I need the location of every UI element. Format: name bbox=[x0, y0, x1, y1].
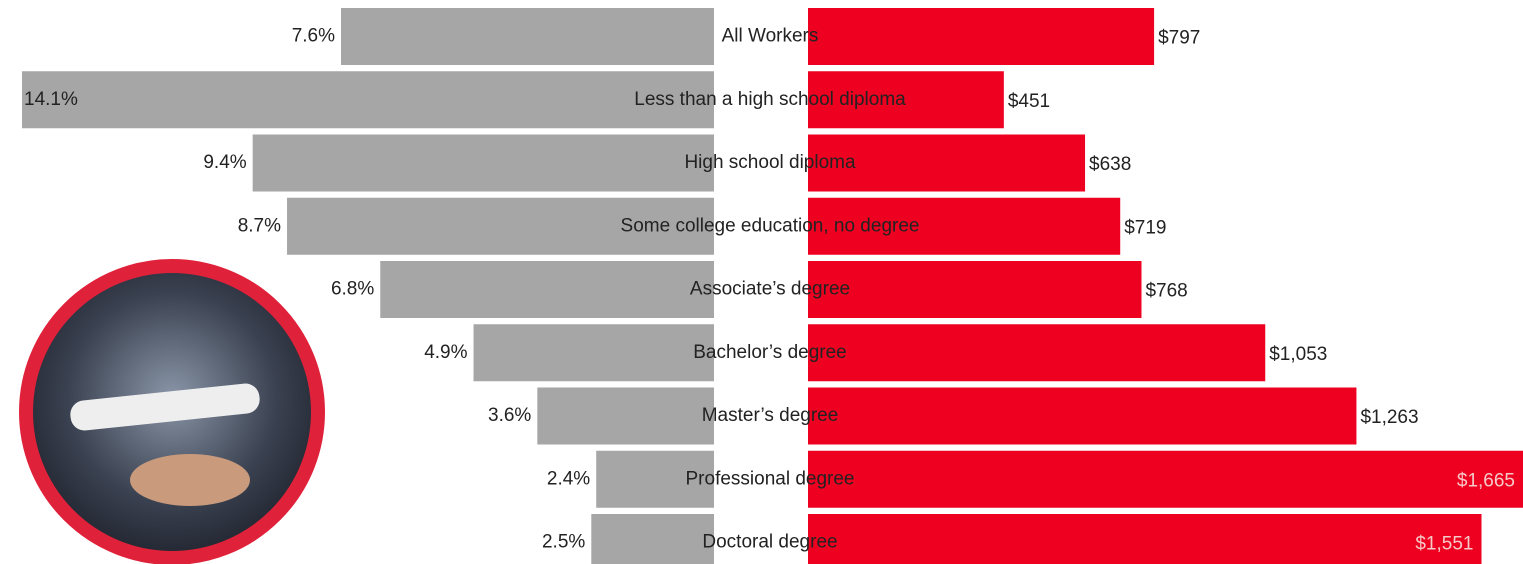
bar bbox=[808, 8, 1154, 65]
value-label: 8.7% bbox=[238, 215, 281, 236]
category-label: All Workers bbox=[722, 26, 819, 47]
value-label: 3.6% bbox=[488, 405, 531, 426]
photo bbox=[26, 266, 318, 558]
value-label: $768 bbox=[1145, 281, 1187, 302]
value-label: $451 bbox=[1008, 91, 1050, 112]
value-label: $1,053 bbox=[1269, 344, 1327, 365]
bar bbox=[341, 8, 714, 65]
bar bbox=[591, 514, 714, 564]
value-label: 9.4% bbox=[203, 152, 246, 173]
value-label: 2.5% bbox=[542, 532, 585, 553]
bar bbox=[537, 388, 714, 445]
category-label: Doctoral degree bbox=[702, 532, 837, 553]
category-label: Master’s degree bbox=[702, 405, 839, 426]
page: 7.6% $797 All Workers 14.1% $451 Less than a … bbox=[0, 0, 1523, 564]
bar bbox=[808, 324, 1265, 381]
chart: 7.6% $797 All Workers 14.1% $451 Less than a … bbox=[0, 0, 1523, 564]
bar bbox=[808, 451, 1523, 508]
category-label: Professional degree bbox=[686, 468, 855, 489]
bar bbox=[253, 135, 714, 192]
bar bbox=[474, 324, 714, 381]
bar bbox=[808, 388, 1356, 445]
value-label: $1,263 bbox=[1360, 407, 1418, 428]
value-label: 7.6% bbox=[292, 26, 335, 47]
value-label: 4.9% bbox=[424, 342, 467, 363]
value-label: $719 bbox=[1124, 217, 1166, 238]
value-label: $1,665 bbox=[1457, 470, 1515, 491]
value-label: 6.8% bbox=[331, 279, 374, 300]
category-label: Associate’s degree bbox=[690, 279, 850, 300]
category-label: High school diploma bbox=[684, 152, 856, 173]
bar bbox=[380, 261, 714, 318]
value-label: $1,551 bbox=[1415, 534, 1473, 555]
category-label: Some college education, no degree bbox=[621, 215, 920, 236]
category-label: Less than a high school diploma bbox=[634, 89, 906, 110]
value-label: 2.4% bbox=[547, 468, 590, 489]
value-label: $638 bbox=[1089, 154, 1131, 175]
bar bbox=[22, 71, 714, 128]
bar bbox=[808, 261, 1141, 318]
bar bbox=[808, 514, 1481, 564]
value-label: 14.1% bbox=[24, 89, 78, 110]
value-label: $797 bbox=[1158, 28, 1200, 49]
category-label: Bachelor’s degree bbox=[693, 342, 847, 363]
